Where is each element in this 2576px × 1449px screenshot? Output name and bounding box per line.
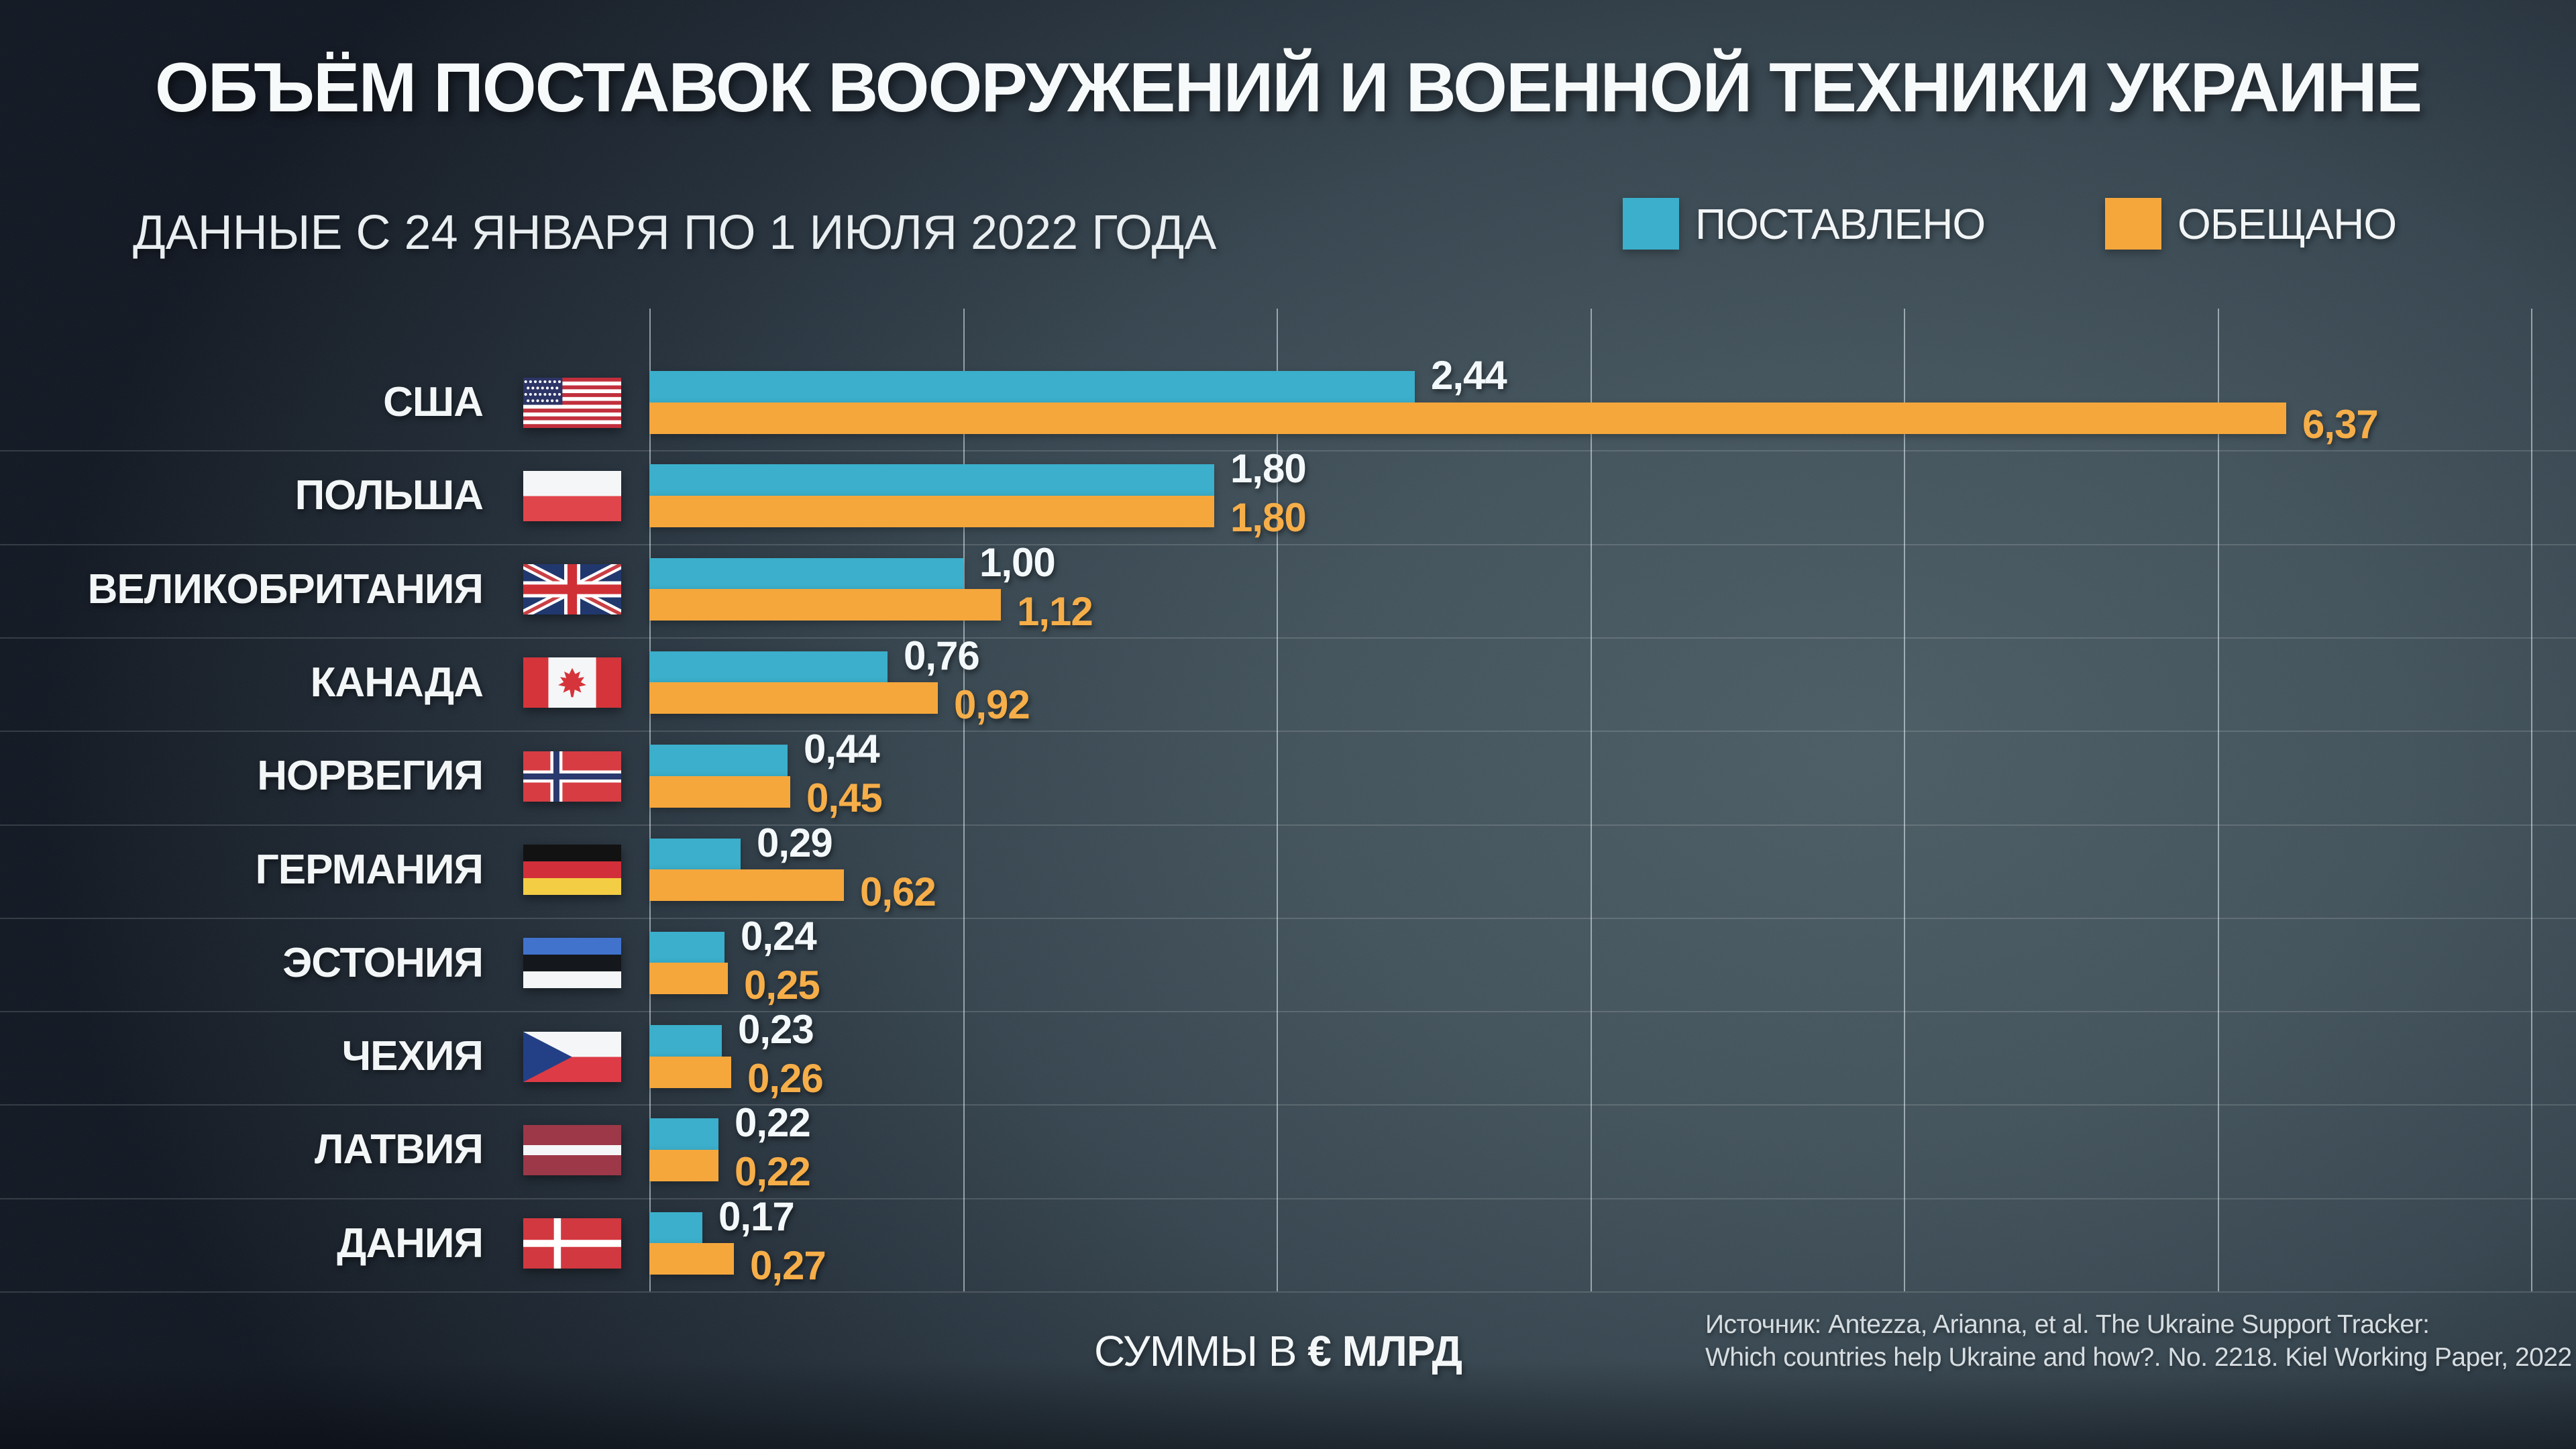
legend-item-delivered: ПОСТАВЛЕНО (1623, 198, 1986, 250)
gridline-vertical (2218, 309, 2219, 1291)
legend-swatch-promised (2105, 198, 2161, 250)
promised-value: 0,92 (954, 682, 1030, 727)
promised-value: 0,45 (806, 775, 883, 820)
delivered-bar (649, 1025, 722, 1057)
country-flag-poland (523, 471, 621, 521)
gridline-vertical (1904, 309, 1905, 1291)
country-flag-norway (523, 751, 621, 802)
country-label: ДАНИЯ (337, 1220, 484, 1267)
promised-value: 0,26 (747, 1056, 824, 1101)
delivered-value: 1,80 (1230, 446, 1307, 491)
promised-bar (649, 496, 1214, 527)
gridline-vertical (963, 309, 965, 1291)
country-label: ЭСТОНИЯ (282, 940, 484, 986)
country-flag-canada (523, 657, 621, 708)
units-currency: € МЛРД (1307, 1327, 1462, 1375)
country-label: ВЕЛИКОБРИТАНИЯ (87, 566, 484, 612)
delivered-value: 0,76 (904, 633, 980, 678)
row-separator (0, 731, 2576, 732)
country-flag-estonia (523, 938, 621, 988)
promised-bar (649, 1243, 734, 1275)
delivered-bar (649, 464, 1214, 496)
promised-bar (649, 869, 844, 901)
row-separator (0, 637, 2576, 639)
promised-value: 0,62 (860, 869, 936, 914)
country-label: ЛАТВИЯ (315, 1126, 484, 1173)
row-separator (0, 918, 2576, 919)
delivered-bar (649, 651, 888, 683)
source-line-1: Источник: Antezza, Arianna, et al. The U… (1705, 1310, 2430, 1339)
gridline-vertical (2531, 309, 2532, 1291)
country-label: НОРВЕГИЯ (257, 753, 484, 799)
delivered-bar (649, 371, 1415, 402)
country-flag-usa (523, 378, 621, 428)
row-separator (0, 1291, 2576, 1293)
delivered-value: 2,44 (1431, 353, 1507, 398)
promised-bar (649, 963, 728, 994)
delivered-value: 0,22 (735, 1100, 811, 1145)
promised-value: 0,25 (744, 963, 820, 1008)
legend-item-promised: ОБЕЩАНО (2105, 198, 2397, 250)
row-separator (0, 824, 2576, 826)
row-separator (0, 1198, 2576, 1199)
row-separator (0, 1104, 2576, 1106)
date-range-subtitle: ДАННЫЕ С 24 ЯНВАРЯ ПО 1 ИЮЛЯ 2022 ГОДА (133, 206, 1217, 260)
promised-bar (649, 1057, 731, 1088)
delivered-value: 0,24 (741, 914, 817, 959)
delivered-value: 1,00 (979, 540, 1056, 585)
row-separator (0, 544, 2576, 545)
delivered-value: 0,29 (757, 820, 833, 865)
legend-label-promised: ОБЕЩАНО (2178, 199, 2397, 248)
source-line-2: Which countries help Ukraine and how?. N… (1705, 1343, 2572, 1372)
delivered-bar (649, 839, 741, 870)
delivered-value: 0,17 (718, 1194, 795, 1239)
gridline-vertical (1591, 309, 1592, 1291)
delivered-value: 0,44 (804, 727, 880, 771)
country-label: ЧЕХИЯ (341, 1033, 484, 1079)
country-flag-uk (523, 564, 621, 614)
promised-bar (649, 776, 790, 808)
page-title: ОБЪЁМ ПОСТАВОК ВООРУЖЕНИЙ И ВОЕННОЙ ТЕХН… (154, 49, 2422, 127)
delivered-bar (649, 932, 724, 963)
delivered-bar (649, 1212, 702, 1244)
row-separator (0, 1011, 2576, 1012)
country-label: ГЕРМАНИЯ (255, 847, 484, 893)
promised-bar (649, 682, 938, 714)
country-label: США (383, 379, 484, 425)
promised-bar (649, 1150, 718, 1181)
source-note: Источник: Antezza, Arianna, et al. The U… (1705, 1308, 2572, 1374)
promised-bar (649, 589, 1001, 621)
promised-value: 6,37 (2302, 402, 2379, 447)
delivered-bar (649, 745, 788, 776)
legend-swatch-delivered (1623, 198, 1679, 250)
units-prefix: СУММЫ В (1093, 1327, 1297, 1375)
promised-bar (649, 402, 2286, 434)
country-flag-latvia (523, 1125, 621, 1175)
country-flag-denmark (523, 1218, 621, 1269)
country-flag-czechia (523, 1032, 621, 1082)
promised-value: 1,80 (1230, 495, 1307, 540)
promised-value: 1,12 (1017, 589, 1093, 634)
promised-value: 0,22 (735, 1149, 811, 1194)
delivered-bar (649, 1118, 718, 1150)
legend-label-delivered: ПОСТАВЛЕНО (1695, 199, 1986, 248)
country-label: КАНАДА (310, 659, 484, 706)
delivered-value: 0,23 (738, 1007, 814, 1052)
promised-value: 0,27 (750, 1243, 826, 1288)
delivered-bar (649, 558, 963, 590)
country-label: ПОЛЬША (294, 472, 484, 519)
country-flag-germany (523, 845, 621, 895)
